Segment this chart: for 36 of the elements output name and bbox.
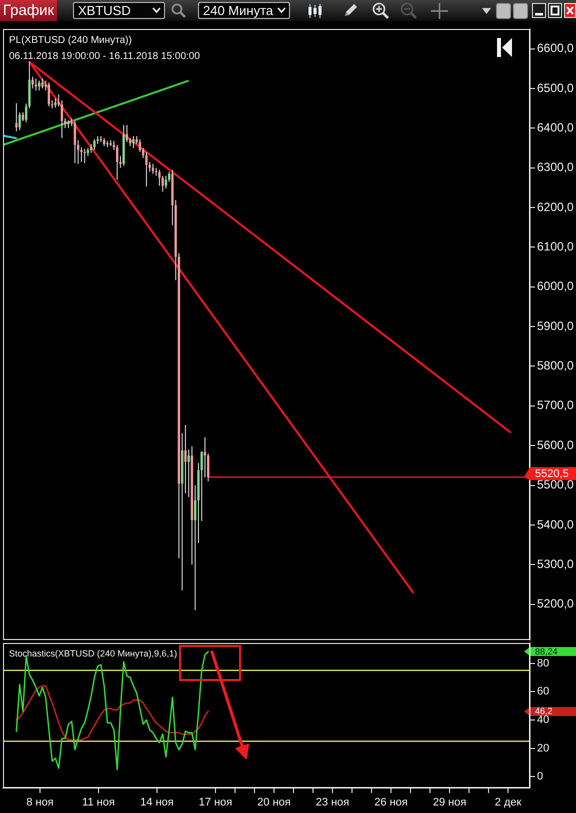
y-tick-label: 5500,0	[537, 478, 574, 492]
y-tick-label: 6400,0	[537, 120, 574, 134]
x-tick-label: 23 ноя	[316, 796, 350, 809]
y-tick-label: 5700,0	[537, 398, 574, 412]
x-tick-label: 20 ноя	[257, 796, 291, 809]
y-tick-label: 20	[537, 742, 550, 754]
y-tick-label: 6100,0	[537, 240, 574, 254]
y-tick-label: 5800,0	[537, 358, 574, 373]
y-tick-label: 80	[537, 657, 550, 670]
text: Stochastics(XBTUSD (240 Минута),9,6,1)	[9, 648, 178, 658]
y-tick-label: 6500,0	[537, 80, 574, 95]
y-tick-label: 6600,0	[537, 41, 574, 56]
x-tick-label: 14 ноя	[140, 796, 174, 809]
y-tick-label: 6000,0	[537, 279, 574, 294]
y-tick-label: 5900,0	[537, 318, 574, 333]
x-tick-label: 8 ноя	[26, 796, 54, 809]
x-tick-label: 11 ноя	[82, 796, 115, 809]
x-tick-label: 17 ноя	[198, 796, 232, 809]
y-tick-label: 5200,0	[537, 596, 574, 611]
y-tick-label: 6300,0	[537, 160, 574, 174]
text: 06.11.2018 19:00:00 - 16.11.2018 15:00:00	[9, 50, 200, 62]
y2-tick-label: 46,2	[535, 706, 553, 716]
y-tick-label: 60	[537, 686, 550, 698]
x-tick-label: 29 ноя	[432, 796, 466, 809]
y-tick-label: 5300,0	[537, 556, 574, 571]
toolbar: График XBTUSD 240 Минута	[0, 0, 576, 21]
y-tick-label: 5400,0	[537, 517, 574, 532]
y-tick-label: 5600,0	[537, 438, 574, 452]
y-tick-label: 40	[537, 714, 550, 726]
y-tick-label: 6200,0	[537, 200, 574, 214]
y2-tick-label: 88,24	[535, 646, 558, 657]
x-tick-label: 2 дек	[494, 796, 522, 809]
ref-line-label: 5520,5	[535, 468, 569, 480]
y-tick-label: 0	[537, 770, 544, 783]
x-tick-label: 26 ноя	[374, 796, 408, 809]
text: PL(XBTUSD (240 Минута))	[9, 34, 132, 46]
